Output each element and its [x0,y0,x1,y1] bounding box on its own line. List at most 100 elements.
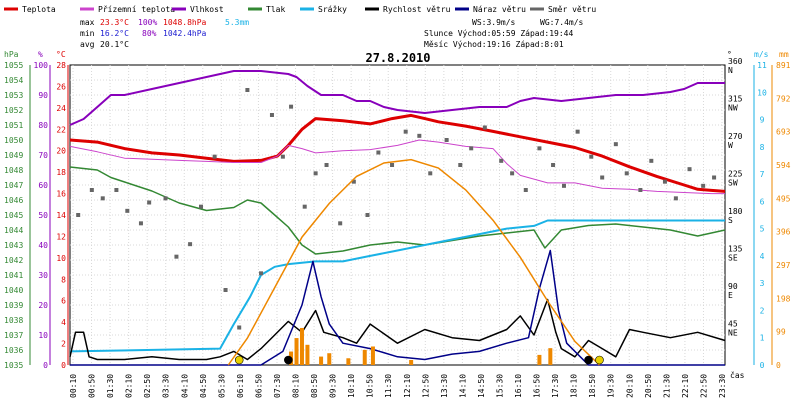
deg-tick-label: 135 [728,245,743,254]
series-5-line [69,298,726,361]
time-tick-label: 10:50 [366,374,375,398]
stats-min-label: min [80,29,95,38]
deg-tick-label: 180 [728,207,743,216]
wind-dir-point [458,163,463,167]
c-tick-label: 16 [56,190,66,199]
wind-dir-point [259,271,264,276]
sun-moon-marker [284,355,293,365]
ms-tick-label: 6 [760,197,765,206]
wind-dir-point [199,204,203,209]
deg-dir-label: NW [728,104,738,113]
wind-dir-point [537,146,542,151]
wind-dir-point [280,154,285,159]
c-tick-label: 22 [56,125,66,134]
ms-tick-label: 8 [760,143,765,152]
wind-dir-point [624,171,629,176]
ms-unit: m/s [754,50,769,59]
c-tick-label: 8 [61,275,66,284]
deg-tick-label: 360 [728,57,743,66]
axis-units: hPa % °C ° m/s mm čas [4,50,789,380]
c-tick-label: 10 [56,254,66,263]
deg-dir-label: SE [728,254,738,263]
pct-tick-label: 0 [43,361,48,370]
c-tick-label: 2 [61,340,66,349]
wind-dir-point [89,188,94,192]
wind-dir-point [125,208,130,213]
time-label: čas [730,370,745,380]
wind-dir-point [649,158,654,163]
wind-dir-point [100,196,105,201]
c-tick-label: 6 [61,297,66,306]
wind-dir-point [138,221,143,226]
time-tick-label: 00:10 [69,374,78,398]
c-tick-label: 18 [56,168,66,177]
hpa-tick-label: 1039 [4,301,23,310]
stats-sun: Slunce Východ:05:59 Západ:19:44 [424,29,573,38]
wind-dir-point [589,154,594,159]
ms-tick-label: 2 [760,306,765,315]
wind-dir-point [245,88,250,92]
pct-tick-label: 30 [38,271,48,280]
time-tick-label: 07:30 [273,374,282,398]
stats-avg-temp: 20.1°C [100,40,129,49]
time-tick-label: 19:30 [607,374,616,398]
wind-dir-point [223,288,228,292]
wind-dir-point [365,213,370,217]
mm-tick-label: 693 [776,128,791,137]
c-tick-label: 0 [61,361,66,370]
sun-moon-marker [234,355,244,365]
wind-dir-point [687,167,692,172]
time-tick-label: 06:10 [236,374,245,398]
stats-block: max 23.3°C 100% 1048.8hPa 5.3mm min 16.2… [80,18,584,49]
wind-dir-point [613,142,618,147]
ms-tick-label: 11 [757,61,767,70]
time-tick-label: 08:10 [292,374,301,398]
time-tick-label: 08:50 [310,374,319,398]
legend-label-6: Náraz větru [473,5,526,14]
stats-avg-label: avg [80,40,95,49]
ms-tick-label: 10 [757,88,767,97]
pct-tick-label: 100 [34,61,49,70]
stats-min-temp: 16.2°C [100,29,129,38]
wind-dir-point [575,129,580,134]
series-2-line [69,70,725,126]
time-tick-label: 22:50 [699,374,708,398]
hpa-tick-label: 1035 [4,361,23,370]
time-tick-label: 16:50 [533,374,542,398]
sun-moon-marker [584,355,593,365]
rain-bar [548,348,553,365]
deg-tick-label: 90 [728,282,738,291]
time-tick-label: 18:10 [570,374,579,398]
time-tick-label: 12:50 [421,374,430,398]
rain-bar [327,353,332,365]
legend-label-7: Směr větru [548,5,596,14]
hpa-tick-label: 1037 [4,331,23,340]
wind-dir-point [600,175,605,180]
wind-dir-point [376,150,381,155]
mm-tick-label: 594 [776,161,791,170]
wind-dir-point [561,183,566,188]
mm-tick-label: 891 [776,61,791,70]
wind-dir-point [351,179,356,184]
time-tick-label: 14:50 [477,374,486,398]
time-tick-label: 15:30 [495,374,504,398]
c-tick-label: 28 [56,61,66,70]
chart-title: 27.8.2010 [365,51,430,65]
stats-max-rain: 5.3mm [225,18,249,27]
pct-tick-label: 90 [38,91,48,100]
hpa-tick-label: 1044 [4,226,23,235]
mm-tick-label: 0 [776,361,781,370]
time-tick-label: 12:10 [403,374,412,398]
time-tick-label: 09:30 [329,374,338,398]
rain-bar [362,349,367,365]
rain-bar [346,358,351,365]
time-tick-label: 05:30 [217,374,226,398]
series-6-line [70,249,725,366]
wind-dir-point [174,254,179,259]
mm-tick-label: 495 [776,194,791,203]
hpa-tick-label: 1052 [4,106,23,115]
c-unit: °C [56,50,66,59]
stats-ws: WS:3.9m/s [472,18,516,27]
deg-dir-label: N [728,66,733,75]
mm-tick-label: 297 [776,261,791,270]
